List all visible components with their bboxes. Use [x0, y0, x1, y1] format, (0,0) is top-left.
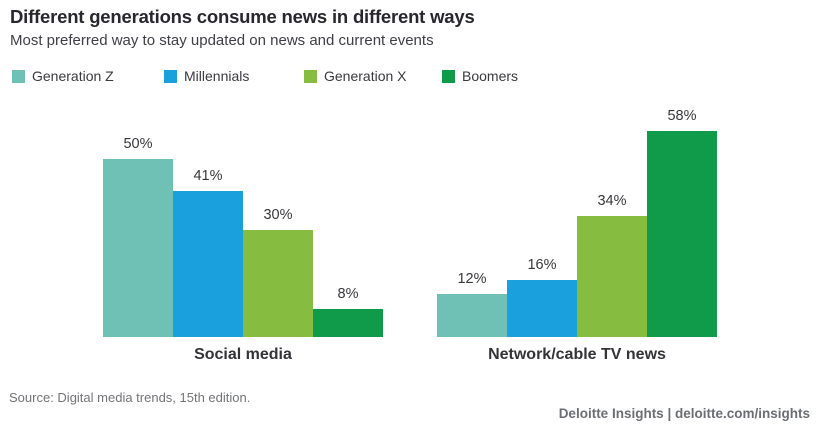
- legend-swatch-icon: [12, 69, 25, 83]
- bar-boomers-social-media: [313, 309, 383, 337]
- bar-millennials-social-media: [173, 191, 243, 337]
- legend-swatch-icon: [304, 69, 317, 83]
- footer-credit: Deloitte Insights | deloitte.com/insight…: [558, 406, 810, 421]
- bar-boomers-network-cable-tv-news: [647, 131, 717, 337]
- bar-millennials-network-cable-tv-news: [507, 280, 577, 337]
- bar-value-label-millennials-social-media: 41%: [193, 168, 223, 184]
- bar-generation-z-network-cable-tv-news: [437, 294, 507, 337]
- legend-label: Boomers: [462, 68, 519, 84]
- bar-generation-x-network-cable-tv-news: [577, 216, 647, 337]
- bar-value-label-boomers-social-media: 8%: [337, 286, 359, 302]
- bar-value-label-generation-z-social-media: 50%: [123, 136, 153, 152]
- category-label-social-media: Social media: [194, 346, 292, 363]
- bar-generation-z-social-media: [103, 159, 173, 337]
- legend: Generation Z Millennials Generation X Boome…: [0, 68, 820, 84]
- chart-title: Different generations consume news in di…: [10, 6, 475, 27]
- legend-item-generation-z: Generation Z: [12, 68, 114, 84]
- legend-label: Millennials: [184, 68, 250, 84]
- legend-item-millennials: Millennials: [164, 68, 249, 84]
- bar-value-label-millennials-network-cable-tv-news: 16%: [527, 257, 557, 273]
- bar-value-label-generation-x-network-cable-tv-news: 34%: [597, 193, 627, 209]
- bar-value-label-generation-x-social-media: 30%: [263, 207, 293, 223]
- chart-subtitle: Most preferred way to stay updated on ne…: [10, 32, 434, 49]
- legend-swatch-icon: [164, 69, 177, 83]
- bar-value-label-generation-z-network-cable-tv-news: 12%: [457, 271, 487, 287]
- legend-item-generation-x: Generation X: [304, 68, 407, 84]
- legend-swatch-icon: [442, 69, 455, 83]
- category-label-network-cable-tv-news: Network/cable TV news: [488, 346, 666, 363]
- bar-generation-x-social-media: [243, 230, 313, 337]
- source-note: Source: Digital media trends, 15th editi…: [9, 390, 251, 405]
- bar-value-label-boomers-network-cable-tv-news: 58%: [667, 108, 697, 124]
- legend-item-boomers: Boomers: [442, 68, 518, 84]
- legend-label: Generation Z: [32, 68, 114, 84]
- legend-label: Generation X: [324, 68, 407, 84]
